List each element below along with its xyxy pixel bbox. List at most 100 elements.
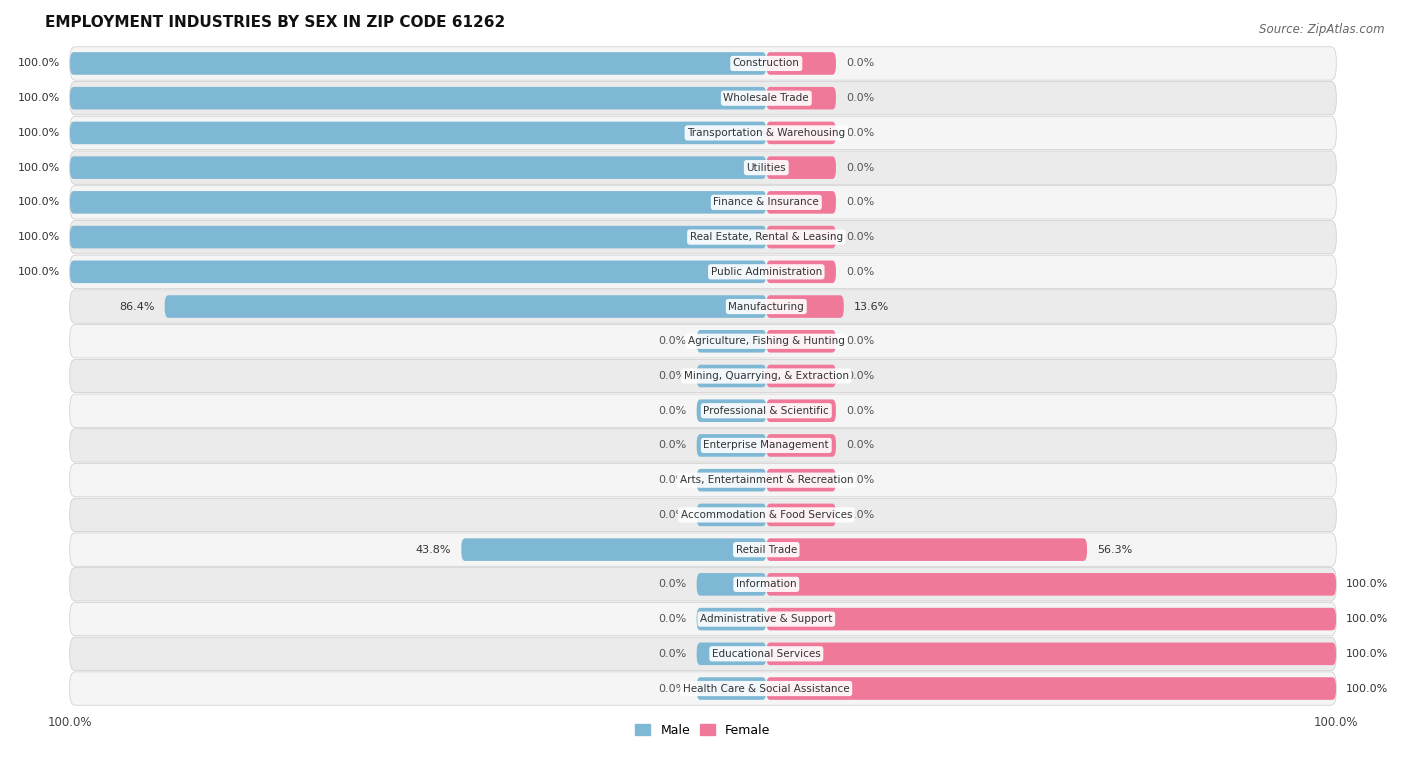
FancyBboxPatch shape [70, 191, 766, 213]
FancyBboxPatch shape [696, 365, 766, 387]
FancyBboxPatch shape [70, 394, 1336, 428]
Text: 0.0%: 0.0% [846, 510, 875, 520]
FancyBboxPatch shape [766, 504, 837, 526]
Text: Source: ZipAtlas.com: Source: ZipAtlas.com [1260, 23, 1385, 36]
Text: Utilities: Utilities [747, 163, 786, 172]
FancyBboxPatch shape [70, 637, 1336, 670]
FancyBboxPatch shape [70, 261, 766, 283]
Text: 0.0%: 0.0% [846, 232, 875, 242]
Legend: Male, Female: Male, Female [630, 719, 776, 742]
Text: 0.0%: 0.0% [846, 163, 875, 172]
Text: 0.0%: 0.0% [658, 684, 686, 694]
Text: Real Estate, Rental & Leasing: Real Estate, Rental & Leasing [690, 232, 842, 242]
Text: 0.0%: 0.0% [846, 267, 875, 277]
FancyBboxPatch shape [70, 359, 1336, 393]
FancyBboxPatch shape [70, 324, 1336, 358]
FancyBboxPatch shape [696, 330, 766, 352]
Text: 0.0%: 0.0% [846, 441, 875, 450]
FancyBboxPatch shape [696, 677, 766, 700]
Text: Construction: Construction [733, 58, 800, 68]
FancyBboxPatch shape [70, 220, 1336, 254]
Text: 0.0%: 0.0% [658, 336, 686, 346]
Text: Finance & Insurance: Finance & Insurance [713, 197, 820, 207]
Text: 0.0%: 0.0% [658, 580, 686, 589]
FancyBboxPatch shape [70, 602, 1336, 636]
FancyBboxPatch shape [766, 643, 1336, 665]
FancyBboxPatch shape [461, 539, 766, 561]
Text: 100.0%: 100.0% [1346, 614, 1388, 624]
Text: 43.8%: 43.8% [416, 545, 451, 555]
FancyBboxPatch shape [70, 122, 766, 144]
Text: Wholesale Trade: Wholesale Trade [724, 93, 808, 103]
FancyBboxPatch shape [70, 47, 1336, 80]
Text: Information: Information [735, 580, 797, 589]
FancyBboxPatch shape [696, 573, 766, 596]
FancyBboxPatch shape [766, 52, 837, 74]
Text: 100.0%: 100.0% [18, 58, 60, 68]
Text: 100.0%: 100.0% [18, 232, 60, 242]
Text: 0.0%: 0.0% [658, 441, 686, 450]
Text: 100.0%: 100.0% [18, 128, 60, 138]
FancyBboxPatch shape [766, 87, 837, 109]
FancyBboxPatch shape [766, 226, 837, 248]
FancyBboxPatch shape [766, 295, 844, 318]
Text: 100.0%: 100.0% [1346, 649, 1388, 659]
FancyBboxPatch shape [70, 255, 1336, 289]
Text: Health Care & Social Assistance: Health Care & Social Assistance [683, 684, 849, 694]
Text: Mining, Quarrying, & Extraction: Mining, Quarrying, & Extraction [683, 371, 849, 381]
FancyBboxPatch shape [70, 52, 766, 74]
Text: 0.0%: 0.0% [846, 93, 875, 103]
Text: Agriculture, Fishing & Hunting: Agriculture, Fishing & Hunting [688, 336, 845, 346]
Text: 0.0%: 0.0% [658, 406, 686, 416]
FancyBboxPatch shape [766, 122, 837, 144]
FancyBboxPatch shape [766, 191, 837, 213]
Text: 100.0%: 100.0% [18, 197, 60, 207]
FancyBboxPatch shape [696, 469, 766, 491]
Text: 100.0%: 100.0% [1346, 684, 1388, 694]
FancyBboxPatch shape [70, 290, 1336, 324]
FancyBboxPatch shape [70, 87, 766, 109]
FancyBboxPatch shape [766, 261, 837, 283]
Text: 0.0%: 0.0% [846, 371, 875, 381]
FancyBboxPatch shape [766, 365, 837, 387]
Text: Professional & Scientific: Professional & Scientific [703, 406, 830, 416]
Text: 100.0%: 100.0% [1346, 580, 1388, 589]
Text: 0.0%: 0.0% [658, 649, 686, 659]
Text: 0.0%: 0.0% [846, 406, 875, 416]
Text: Manufacturing: Manufacturing [728, 302, 804, 311]
Text: 0.0%: 0.0% [846, 336, 875, 346]
FancyBboxPatch shape [70, 672, 1336, 705]
FancyBboxPatch shape [70, 533, 1336, 566]
Text: Retail Trade: Retail Trade [735, 545, 797, 555]
Text: 0.0%: 0.0% [658, 614, 686, 624]
Text: 86.4%: 86.4% [120, 302, 155, 311]
FancyBboxPatch shape [766, 677, 1336, 700]
FancyBboxPatch shape [766, 156, 837, 179]
FancyBboxPatch shape [70, 498, 1336, 532]
Text: 13.6%: 13.6% [853, 302, 889, 311]
FancyBboxPatch shape [766, 400, 837, 422]
FancyBboxPatch shape [70, 116, 1336, 150]
Text: Administrative & Support: Administrative & Support [700, 614, 832, 624]
FancyBboxPatch shape [70, 156, 766, 179]
Text: Educational Services: Educational Services [711, 649, 821, 659]
Text: 0.0%: 0.0% [846, 58, 875, 68]
Text: 100.0%: 100.0% [18, 163, 60, 172]
FancyBboxPatch shape [70, 151, 1336, 185]
Text: 0.0%: 0.0% [658, 475, 686, 485]
Text: 0.0%: 0.0% [846, 197, 875, 207]
FancyBboxPatch shape [696, 608, 766, 630]
Text: Public Administration: Public Administration [710, 267, 823, 277]
FancyBboxPatch shape [70, 429, 1336, 462]
Text: 100.0%: 100.0% [18, 93, 60, 103]
FancyBboxPatch shape [696, 400, 766, 422]
FancyBboxPatch shape [766, 573, 1336, 596]
Text: Arts, Entertainment & Recreation: Arts, Entertainment & Recreation [679, 475, 853, 485]
Text: 0.0%: 0.0% [846, 475, 875, 485]
FancyBboxPatch shape [70, 81, 1336, 115]
FancyBboxPatch shape [696, 643, 766, 665]
Text: Enterprise Management: Enterprise Management [703, 441, 830, 450]
Text: 0.0%: 0.0% [658, 510, 686, 520]
FancyBboxPatch shape [696, 504, 766, 526]
Text: 0.0%: 0.0% [846, 128, 875, 138]
